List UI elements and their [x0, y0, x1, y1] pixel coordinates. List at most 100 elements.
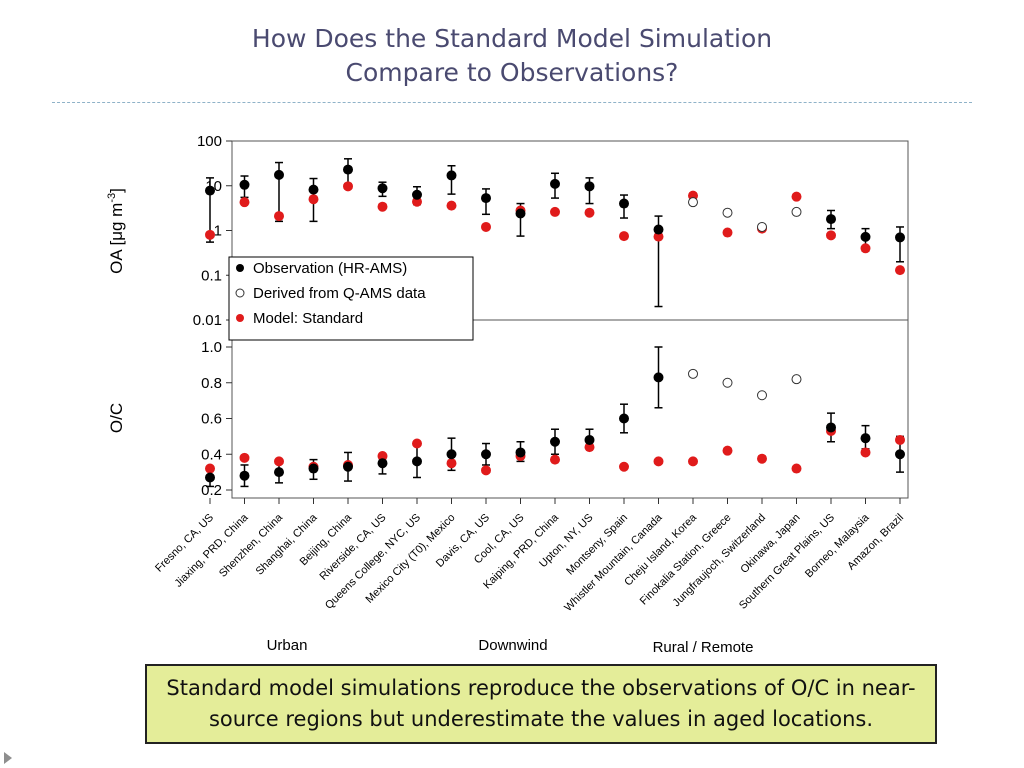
oa-observation-point: [895, 232, 905, 243]
conclusion-callout: Standard model simulations reproduce the…: [145, 664, 937, 744]
oc-model-point: [791, 463, 802, 474]
oa-observation-point: [377, 183, 388, 194]
oa-observation-point: [860, 231, 871, 242]
oc-axis-label: O/C: [107, 403, 126, 433]
oa-model-point: [584, 207, 595, 218]
oc-observation-point: [308, 463, 319, 474]
oc-model-point: [205, 463, 215, 474]
oa-observation-point: [584, 181, 595, 192]
legend-entry: Observation (HR-AMS): [253, 260, 407, 277]
oc-model-point: [239, 452, 250, 463]
legend-observation-icon: [236, 264, 244, 272]
oa-model-point: [205, 229, 215, 240]
oc-observation-point: [619, 413, 629, 424]
oa-axis-tick-label: 0.1: [201, 267, 222, 284]
oa-model-point: [274, 211, 284, 222]
oc-model-point: [584, 442, 595, 453]
oc-observation-point: [446, 449, 457, 460]
slide-bullet-icon: [4, 752, 12, 764]
oc-observation-point: [343, 461, 353, 472]
group-label: Rural / Remote: [653, 639, 754, 656]
oc-model-point: [481, 465, 491, 476]
x-category-label: Fresno, CA, US: [153, 512, 216, 575]
oc-model-point: [446, 458, 457, 469]
x-category-label: Shenzhen, China: [217, 511, 286, 580]
oc-model-point: [274, 456, 284, 467]
oa-observation-point: [826, 214, 836, 225]
oc-model-point: [653, 456, 664, 467]
oa-model-point: [895, 265, 905, 276]
oa-observation-point: [446, 170, 457, 181]
oa-observation-point: [619, 198, 629, 209]
oa-model-point: [653, 231, 664, 242]
legend-entry: Derived from Q-AMS data: [253, 285, 426, 302]
oa-model-point: [860, 243, 871, 254]
oc-derived-point: [722, 377, 733, 388]
oa-observation-point: [481, 193, 491, 204]
legend-model-icon: [236, 314, 244, 322]
oa-observation-point: [653, 224, 664, 235]
oa-observation-point: [239, 179, 250, 190]
oa-model-point: [239, 197, 250, 208]
oa-observation-point: [412, 189, 422, 200]
oc-model-point: [619, 461, 629, 472]
slide-title: How Does the Standard Model Simulation C…: [0, 22, 1024, 90]
oc-model-point: [722, 445, 733, 456]
group-label: Urban: [267, 637, 308, 654]
oc-axis-tick-label: 0.4: [201, 446, 222, 463]
title-divider: [52, 102, 972, 103]
oa-observation-point: [515, 208, 526, 219]
oc-axis-tick-label: 1.0: [201, 339, 222, 356]
oc-observation-point: [205, 472, 215, 483]
x-category-label: Montseny, Spain: [564, 512, 630, 578]
legend-derived-icon: [235, 288, 245, 298]
oc-observation-point: [412, 456, 422, 467]
oa-axis-tick-label: 1: [214, 223, 222, 240]
oc-observation-point: [895, 449, 905, 460]
oc-observation-point: [584, 434, 595, 445]
oc-model-point: [412, 438, 422, 449]
oc-derived-point: [688, 368, 698, 379]
legend-entry: Model: Standard: [253, 310, 363, 327]
oc-observation-point: [377, 458, 388, 469]
oc-model-point: [895, 434, 905, 445]
oc-model-point: [860, 447, 871, 458]
oa-model-point: [550, 206, 560, 217]
oc-axis-tick-label: 0.8: [201, 375, 222, 392]
legend-box: [228, 256, 474, 341]
oa-model-point: [722, 227, 733, 238]
oc-observation-point: [274, 467, 284, 478]
x-category-label: Shanghai, China: [254, 511, 321, 578]
oc-observation-point: [239, 470, 250, 481]
oa-observation-point: [308, 184, 319, 195]
oc-model-point: [377, 451, 388, 462]
oa-model-point: [377, 201, 388, 212]
group-label: Downwind: [478, 637, 547, 654]
oc-model-point: [757, 453, 767, 464]
x-category-label: Okinawa, Japan: [738, 512, 802, 576]
oa-observation-point: [274, 169, 284, 180]
oc-axis-tick-label: 0.6: [201, 411, 222, 428]
oc-observation-point: [481, 449, 491, 460]
oa-axis-tick-label: 0.01: [193, 312, 222, 329]
oa-model-point: [412, 196, 422, 207]
oc-observation-point: [653, 372, 664, 383]
oa-axis-tick-label: 100: [197, 133, 222, 150]
slide-title-line-1: How Does the Standard Model Simulation: [251, 24, 773, 53]
oa-model-point: [308, 194, 319, 205]
oc-derived-point: [757, 390, 767, 401]
oa-observation-point: [343, 164, 353, 175]
oa-model-point: [791, 191, 802, 202]
oa-model-point: [619, 231, 629, 242]
oa-model-point: [343, 181, 353, 192]
oa-derived-point: [688, 197, 698, 208]
chart-legend: Observation (HR-AMS) Derived from Q-AMS d…: [228, 256, 474, 341]
oa-model-point: [446, 200, 457, 211]
oa-derived-point: [722, 207, 733, 218]
oc-observation-point: [826, 422, 836, 433]
oc-model-point: [550, 454, 560, 465]
oa-model-point: [481, 221, 491, 232]
oa-observation-point: [550, 178, 560, 189]
oa-model-point: [826, 230, 836, 241]
